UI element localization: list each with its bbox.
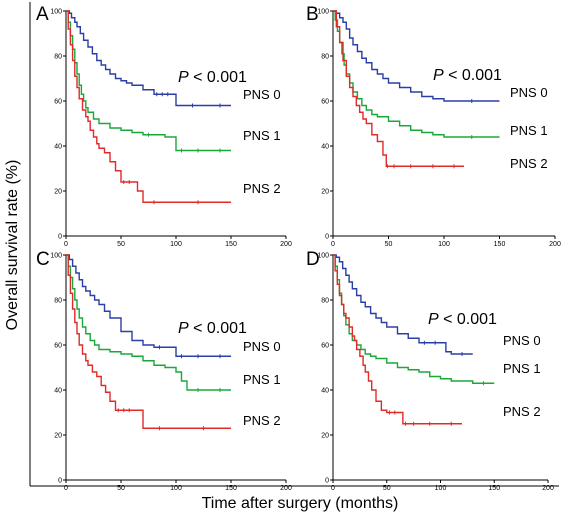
x-tick-label: 0 bbox=[331, 485, 335, 492]
y-tick-label: 40 bbox=[321, 388, 329, 395]
y-tick-label: 40 bbox=[54, 144, 62, 151]
panel-a: A 0 20 40 60 80 100 0 50 100 150 200 PNS 0 PNS 1 PNS 2… bbox=[36, 4, 292, 248]
series-label: PNS 2 bbox=[243, 181, 281, 196]
survival-curve-pns-1 bbox=[66, 254, 231, 391]
y-tick-label: 100 bbox=[50, 9, 62, 16]
survival-curve-pns-2 bbox=[66, 10, 231, 203]
x-tick-label: 0 bbox=[64, 241, 68, 248]
panel-letter: C bbox=[36, 249, 50, 270]
y-tick-label: 60 bbox=[321, 99, 329, 106]
x-tick-label: 50 bbox=[117, 485, 125, 492]
x-tick-label: 100 bbox=[435, 485, 447, 492]
y-tick-label: 100 bbox=[317, 253, 329, 260]
y-tick-label: 40 bbox=[54, 388, 62, 395]
x-tick-label: 0 bbox=[64, 485, 68, 492]
y-tick-label: 80 bbox=[54, 298, 62, 305]
panel-b: B 0 20 40 60 80 100 0 50 100 150 200 PNS 0 PNS 1 PNS 2… bbox=[306, 4, 561, 248]
panel-letter: D bbox=[306, 249, 320, 270]
y-tick-label: 20 bbox=[54, 433, 62, 440]
y-tick-label: 100 bbox=[317, 9, 329, 16]
series-label: PNS 1 bbox=[503, 361, 541, 376]
survival-curve-pns-2 bbox=[333, 10, 464, 167]
x-tick-label: 150 bbox=[488, 485, 500, 492]
y-tick-label: 80 bbox=[54, 54, 62, 61]
series-label: PNS 2 bbox=[243, 413, 281, 428]
x-tick-label: 200 bbox=[549, 241, 561, 248]
survival-curve-pns-0 bbox=[66, 254, 231, 357]
p-value-label: P < 0.001 bbox=[428, 311, 497, 328]
y-tick-label: 0 bbox=[325, 478, 329, 485]
series-label: PNS 0 bbox=[503, 333, 541, 348]
panel-c: C 0 20 40 60 80 100 0 50 100 150 200 PNS 0 PNS 1 PNS 2… bbox=[36, 249, 292, 492]
survival-curve-pns-1 bbox=[66, 10, 231, 152]
y-tick-label: 100 bbox=[50, 253, 62, 260]
y-tick-label: 80 bbox=[321, 54, 329, 61]
y-tick-label: 20 bbox=[321, 189, 329, 196]
x-tick-label: 200 bbox=[280, 485, 292, 492]
y-tick-label: 40 bbox=[321, 144, 329, 151]
series-label: PNS 0 bbox=[510, 85, 548, 100]
survival-curve-pns-2 bbox=[333, 254, 462, 425]
x-tick-label: 50 bbox=[385, 241, 393, 248]
series-label: PNS 2 bbox=[503, 404, 541, 419]
y-tick-label: 20 bbox=[54, 189, 62, 196]
x-tick-label: 150 bbox=[225, 241, 237, 248]
y-tick-label: 60 bbox=[321, 343, 329, 350]
x-tick-label: 100 bbox=[170, 485, 182, 492]
x-tick-label: 0 bbox=[331, 241, 335, 248]
series-label: PNS 1 bbox=[243, 128, 281, 143]
y-tick-label: 60 bbox=[54, 343, 62, 350]
x-tick-label: 150 bbox=[494, 241, 506, 248]
y-tick-label: 0 bbox=[58, 234, 62, 241]
y-tick-label: 0 bbox=[325, 234, 329, 241]
panel-d: D 0 20 40 60 80 100 0 50 100 150 200 PNS 0 PNS 1 PNS 2… bbox=[306, 249, 554, 492]
series-label: PNS 0 bbox=[243, 87, 281, 102]
x-tick-label: 50 bbox=[383, 485, 391, 492]
x-tick-label: 200 bbox=[542, 485, 554, 492]
y-tick-label: 60 bbox=[54, 99, 62, 106]
survival-curve-pns-0 bbox=[333, 10, 500, 102]
p-value-label: P < 0.001 bbox=[178, 320, 247, 337]
x-tick-label: 200 bbox=[280, 241, 292, 248]
series-label: PNS 1 bbox=[243, 372, 281, 387]
x-tick-label: 100 bbox=[170, 241, 182, 248]
p-value-label: P < 0.001 bbox=[178, 69, 247, 86]
y-tick-label: 20 bbox=[321, 433, 329, 440]
x-tick-label: 100 bbox=[438, 241, 450, 248]
x-tick-label: 150 bbox=[225, 485, 237, 492]
panel-letter: A bbox=[36, 4, 49, 25]
y-tick-label: 0 bbox=[58, 478, 62, 485]
series-label: PNS 1 bbox=[510, 123, 548, 138]
panel-letter: B bbox=[306, 4, 319, 25]
series-label: PNS 2 bbox=[510, 156, 548, 171]
x-axis-title: Time after surgery (months) bbox=[202, 495, 399, 512]
y-tick-label: 80 bbox=[321, 298, 329, 305]
y-axis-title: Overall survival rate (%) bbox=[4, 160, 21, 331]
survival-curve-pns-0 bbox=[66, 10, 231, 107]
survival-curve-pns-2 bbox=[66, 254, 231, 429]
x-tick-label: 50 bbox=[117, 241, 125, 248]
series-label: PNS 0 bbox=[243, 339, 281, 354]
p-value-label: P < 0.001 bbox=[433, 67, 502, 84]
